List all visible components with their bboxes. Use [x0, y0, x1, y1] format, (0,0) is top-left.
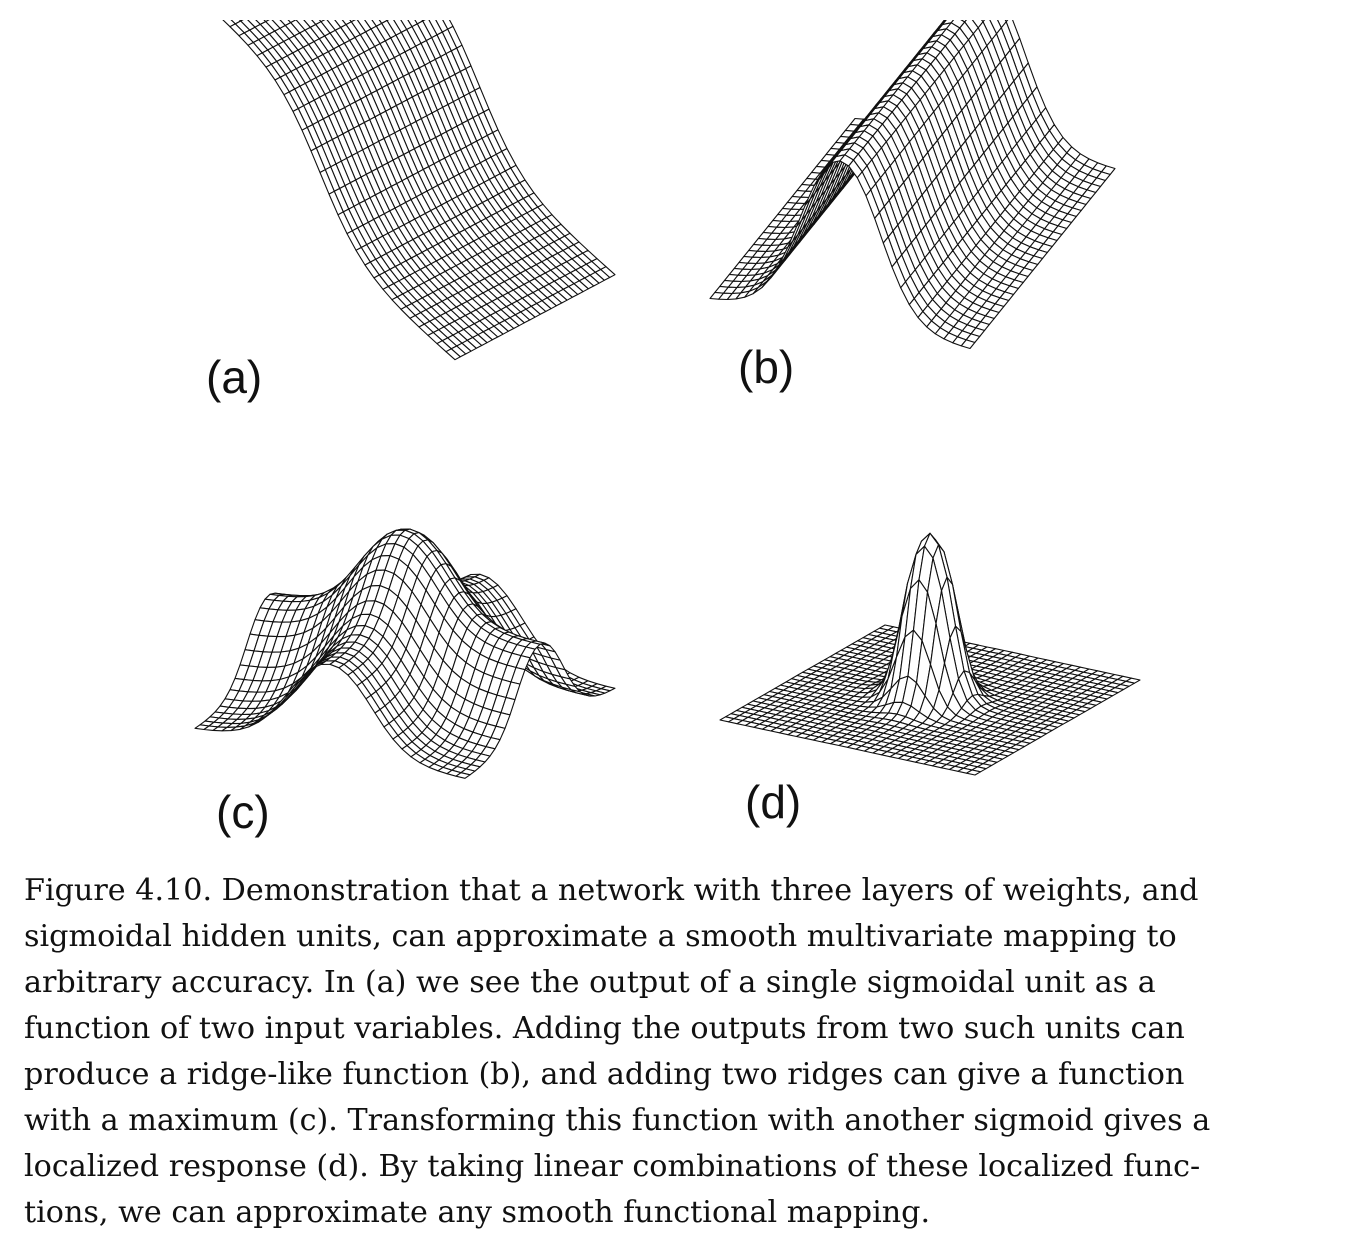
caption-line: produce a ridge-like function (b), and a… [24, 1057, 1185, 1092]
surface-plot-a [222, 20, 616, 361]
surface-plot-d [719, 532, 1141, 776]
wireframe-mesh [709, 20, 1116, 350]
panel-b-surface [700, 20, 1160, 380]
panel-d-surface [710, 500, 1170, 800]
wireframe-mesh [719, 532, 1141, 776]
mesh-cell [965, 769, 982, 776]
caption-line: localized response (d). By taking linear… [24, 1149, 1201, 1184]
caption-line: sigmoidal hidden units, can approximate … [24, 919, 1177, 954]
wireframe-mesh [222, 20, 616, 361]
panel-a-surface [170, 20, 630, 380]
wireframe-mesh [194, 528, 616, 779]
panel-b-label: (b) [738, 341, 795, 393]
panel-c-surface [180, 500, 640, 800]
panel-c-label: (c) [216, 786, 270, 838]
surface-plot-c [194, 528, 616, 779]
surface-plot-b [709, 20, 1116, 350]
caption-line: tions, we can approximate any smooth fun… [24, 1195, 931, 1230]
panel-a-label: (a) [206, 351, 263, 403]
mesh-cell [960, 339, 976, 350]
mesh-cell [445, 348, 461, 361]
caption-line: with a maximum (c). Transforming this fu… [24, 1103, 1211, 1138]
figure-caption: Figure 4.10. Demonstration that a networ… [24, 868, 1348, 1236]
caption-line: function of two input variables. Adding … [24, 1011, 1185, 1046]
caption-line: arbitrary accuracy. In (a) we see the ou… [24, 965, 1156, 1000]
mesh-cell [455, 772, 471, 779]
panel-d-label: (d) [745, 776, 802, 828]
caption-line: Figure 4.10. Demonstration that a networ… [24, 873, 1199, 908]
